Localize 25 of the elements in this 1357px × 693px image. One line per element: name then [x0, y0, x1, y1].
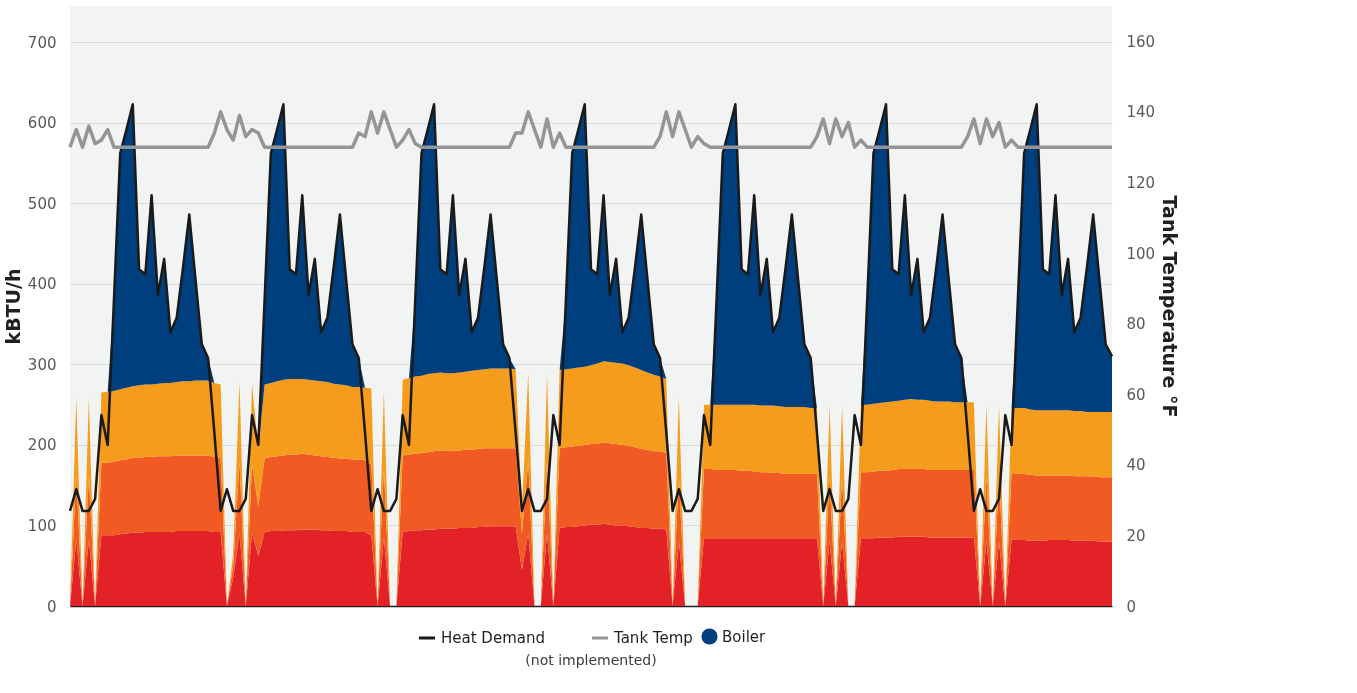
y-tick-label: 100 [27, 516, 57, 535]
legend-label: Tank Temp [613, 629, 693, 647]
legend-label: Boiler [722, 627, 767, 646]
y2-tick-label: 100 [1126, 244, 1156, 263]
y2-tick-label: 80 [1126, 315, 1146, 334]
y2-tick-label: 0 [1126, 597, 1137, 616]
line-series [68, 110, 1114, 149]
y-tick-label: 200 [27, 436, 57, 455]
y-axis-title: kBTU/h [1, 268, 24, 345]
y2-tick-label: 40 [1126, 456, 1146, 475]
y-tick-label: 400 [27, 275, 57, 294]
y2-axis-title: Tank Temperature °F [1159, 195, 1182, 418]
y-tick-label: 300 [27, 355, 57, 374]
y2-tick-label: 60 [1126, 385, 1146, 404]
y2-tick-label: 20 [1126, 526, 1146, 545]
line-series [68, 103, 1114, 513]
text: (not implemented) [525, 652, 657, 668]
y-tick-label: 0 [46, 597, 57, 616]
legend-label: Heat Demand [441, 629, 545, 647]
y-tick-label: 700 [27, 33, 57, 52]
y2-tick-label: 160 [1126, 32, 1156, 51]
y2-tick-label: 120 [1126, 173, 1156, 192]
y-tick-label: 500 [27, 194, 57, 213]
y2-tick-label: 140 [1126, 103, 1156, 122]
y-tick-label: 600 [27, 114, 57, 133]
